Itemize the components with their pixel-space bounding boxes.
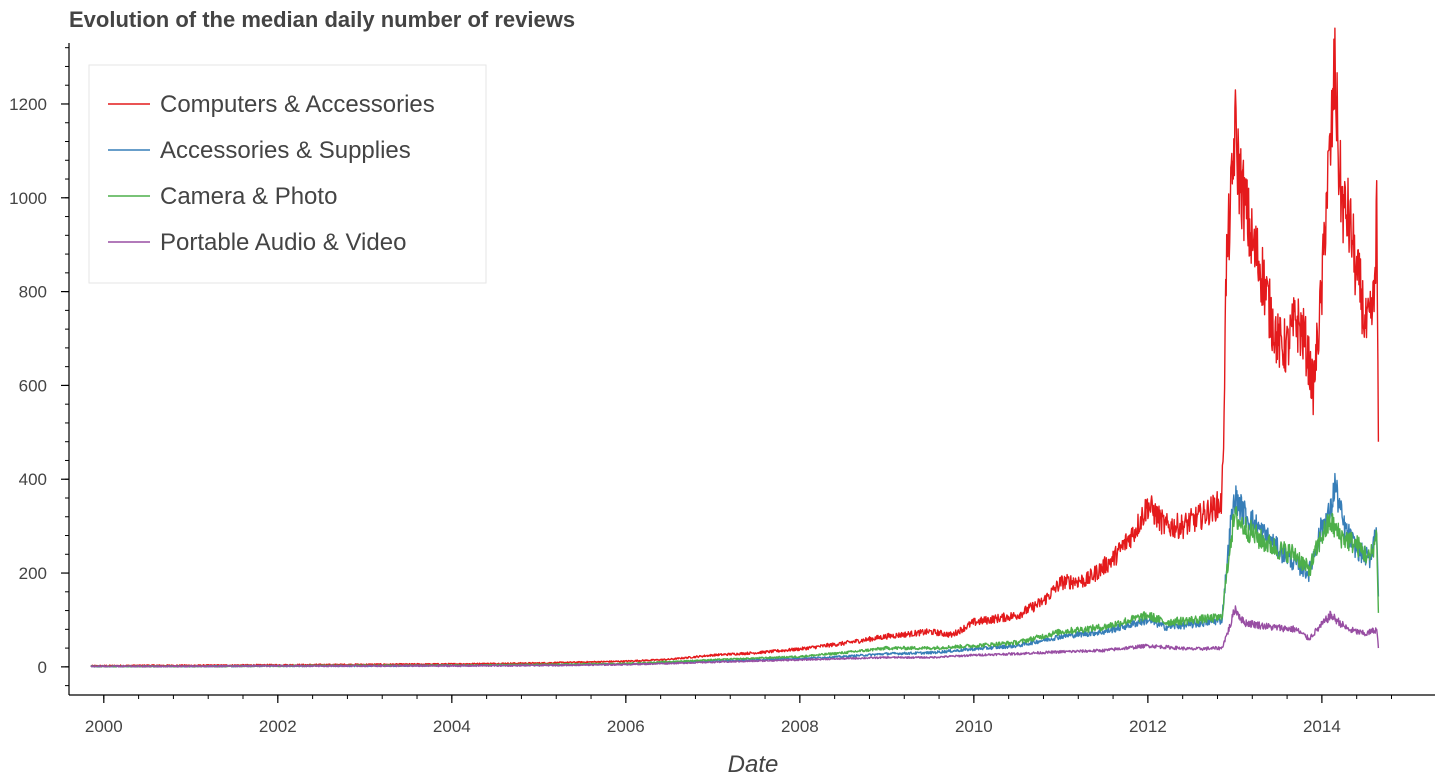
x-axis-title: Date bbox=[728, 751, 779, 778]
series-line-1 bbox=[90, 472, 1380, 668]
series-layer bbox=[90, 27, 1380, 668]
y-tick-label: 1200 bbox=[9, 95, 47, 114]
x-tick-label: 2000 bbox=[85, 717, 123, 736]
y-tick-label: 400 bbox=[19, 470, 47, 489]
legend-label: Accessories & Supplies bbox=[160, 137, 411, 164]
x-tick-label: 2002 bbox=[259, 717, 297, 736]
x-tick-label: 2004 bbox=[433, 717, 471, 736]
legend-label: Camera & Photo bbox=[160, 183, 337, 210]
x-tick-label: 2010 bbox=[955, 717, 993, 736]
y-tick-label: 0 bbox=[38, 658, 47, 677]
y-tick-label: 200 bbox=[19, 564, 47, 583]
x-tick-label: 2008 bbox=[781, 717, 819, 736]
series-line-0 bbox=[90, 27, 1380, 668]
y-tick-label: 600 bbox=[19, 376, 47, 395]
legend-label: Portable Audio & Video bbox=[160, 229, 406, 256]
chart-title: Evolution of the median daily number of … bbox=[69, 7, 576, 32]
x-tick-label: 2014 bbox=[1303, 717, 1341, 736]
legend: Computers & Accessories Accessories & Sup… bbox=[88, 64, 487, 284]
legend-label: Computers & Accessories bbox=[160, 91, 435, 118]
series-line-2 bbox=[90, 506, 1380, 668]
series-line-3 bbox=[90, 605, 1380, 668]
legend-box bbox=[88, 64, 487, 284]
x-tick-label: 2012 bbox=[1129, 717, 1167, 736]
y-axis: 0 200 400 600 800 1000 1200 bbox=[9, 43, 70, 695]
y-tick-label: 1000 bbox=[9, 189, 47, 208]
x-axis: 2000 2002 2004 2006 2008 2010 2012 2014 bbox=[69, 694, 1435, 736]
x-tick-label: 2006 bbox=[607, 717, 645, 736]
y-tick-label: 800 bbox=[19, 283, 47, 302]
